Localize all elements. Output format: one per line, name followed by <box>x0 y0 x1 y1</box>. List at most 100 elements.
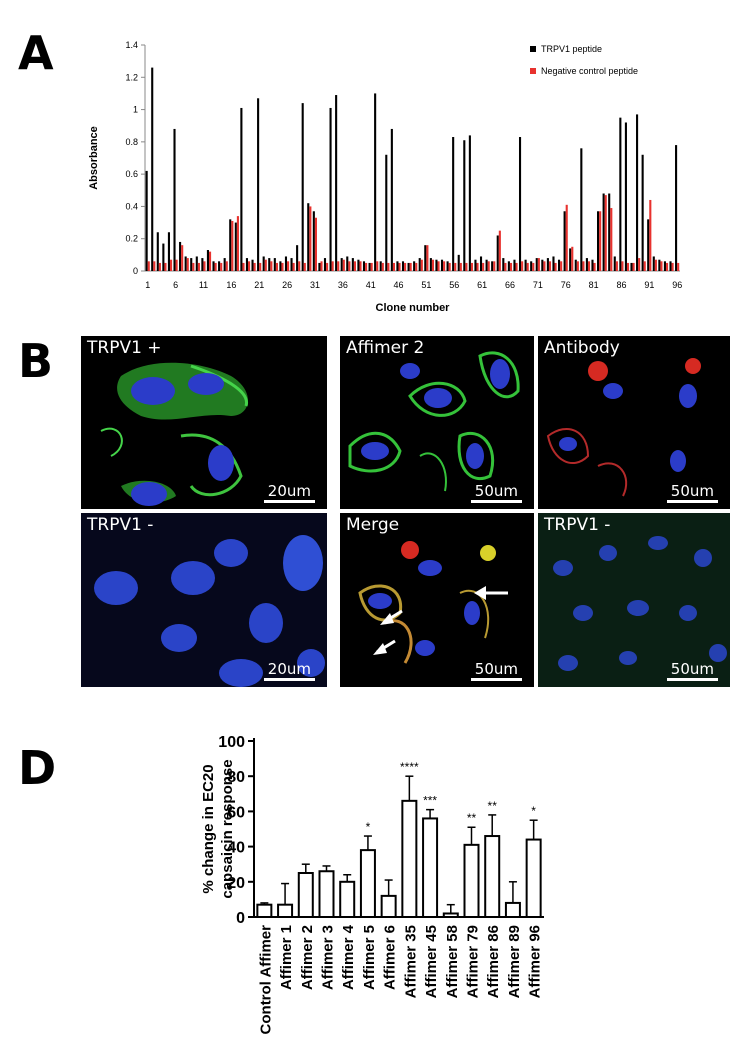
bar-negative-clone-16 <box>231 220 234 271</box>
bar-negative-clone-18 <box>242 262 245 271</box>
bar-negative-clone-44 <box>387 262 390 271</box>
y-tick-label: 100 <box>218 734 245 751</box>
bar-negative-clone-33 <box>326 262 329 271</box>
bar-negative-clone-53 <box>437 261 440 271</box>
bar-trpv1-clone-28 <box>296 245 299 271</box>
bar-affimer-2 <box>297 872 314 918</box>
bar-trpv1-clone-9 <box>190 258 193 271</box>
bar-negative-clone-19 <box>248 261 251 271</box>
cell-image-trpv1-positive <box>100 362 248 506</box>
bar-negative-clone-72 <box>543 261 546 271</box>
bar-trpv1-clone-72 <box>541 259 544 271</box>
bar-negative-clone-5 <box>169 259 173 271</box>
bar-trpv1-clone-71 <box>535 258 538 271</box>
bar-affimer-3 <box>318 870 335 918</box>
x-tick-label: 11 <box>199 280 208 290</box>
bar-negative-clone-1 <box>147 261 150 271</box>
bar-trpv1-clone-86 <box>619 117 622 272</box>
bar-trpv1-clone-21 <box>257 98 260 272</box>
bar-trpv1-clone-36 <box>340 258 343 271</box>
bar-negative-clone-37 <box>348 261 351 271</box>
bar-negative-clone-75 <box>560 261 563 271</box>
bar-negative-clone-67 <box>515 262 518 271</box>
x-tick-label: Affimer 58 <box>444 925 461 998</box>
y-axis-label: Absorbance <box>88 126 100 190</box>
bar-negative-clone-21 <box>259 262 262 271</box>
bar-trpv1-clone-44 <box>385 154 388 271</box>
label-merge: Merge <box>346 515 400 535</box>
significance-marker: * <box>366 820 371 834</box>
cell-image-affimer-2 <box>348 351 520 492</box>
bar-negative-clone-10 <box>197 262 200 271</box>
bar-trpv1-clone-57 <box>457 254 460 271</box>
bar-trpv1-clone-47 <box>401 261 405 271</box>
label-trpv1-positive: TRPV1 + <box>87 338 162 358</box>
bar-trpv1-clone-64 <box>496 235 499 271</box>
bar-trpv1-clone-79 <box>580 148 583 271</box>
bar-trpv1-clone-13 <box>212 261 215 271</box>
bar-negative-clone-6 <box>175 259 178 271</box>
bar-trpv1-clone-65 <box>502 258 505 271</box>
bar-trpv1-clone-78 <box>574 259 577 271</box>
bar-trpv1-clone-16 <box>229 219 232 271</box>
panel-letter-a: A <box>18 26 54 80</box>
bar-trpv1-clone-15 <box>223 258 226 271</box>
bar-negative-clone-12 <box>209 251 212 271</box>
bar-negative-clone-29 <box>303 262 306 271</box>
bar-negative-clone-48 <box>409 262 412 271</box>
scale-bar-affimer-2: 50um <box>470 484 522 503</box>
bar-negative-clone-56 <box>454 262 457 271</box>
bar-negative-clone-52 <box>431 259 435 271</box>
x-tick-label: Affimer 3 <box>320 925 337 990</box>
bar-trpv1-clone-32 <box>318 262 321 271</box>
bar-negative-clone-42 <box>376 261 379 271</box>
bar-negative-clone-63 <box>493 261 496 271</box>
micrograph-trpv1-positive: TRPV1 + 20um <box>80 335 328 510</box>
bar-negative-clone-27 <box>292 262 295 271</box>
bar-negative-clone-76 <box>565 204 568 271</box>
bar-negative-clone-22 <box>264 259 267 271</box>
bar-negative-clone-86 <box>621 261 624 271</box>
bar-negative-clone-70 <box>532 262 535 271</box>
bar-negative-clone-88 <box>632 262 635 271</box>
bar-affimer-86 <box>484 835 501 918</box>
bar-negative-clone-34 <box>331 261 334 271</box>
bar-trpv1-clone-24 <box>273 258 276 271</box>
bar-trpv1-clone-31 <box>312 211 315 271</box>
bar-trpv1-clone-50 <box>418 258 421 271</box>
bar-negative-clone-9 <box>192 262 195 271</box>
bar-negative-clone-39 <box>359 261 362 271</box>
bar-negative-clone-61 <box>482 262 485 271</box>
bar-negative-clone-47 <box>404 262 407 271</box>
y-axis-label-line-2: capsaicin response <box>219 759 236 898</box>
bar-trpv1-clone-95 <box>669 261 672 271</box>
bar-affimer-4 <box>339 880 356 918</box>
bar-negative-clone-93 <box>660 261 663 271</box>
bar-negative-clone-77 <box>571 246 574 271</box>
bar-trpv1-clone-30 <box>307 203 310 271</box>
bar-negative-clone-11 <box>203 261 206 271</box>
bar-negative-clone-89 <box>638 258 641 271</box>
bar-negative-clone-31 <box>314 217 317 271</box>
y-tick-label: 0 <box>236 910 245 927</box>
bar-trpv1-clone-62 <box>485 259 488 271</box>
bar-negative-clone-2 <box>153 261 156 271</box>
y-tick-label: 0.6 <box>125 169 138 179</box>
bar-trpv1-clone-3 <box>156 232 159 271</box>
bar-negative-clone-35 <box>337 261 340 271</box>
bar-negative-clone-13 <box>214 262 217 271</box>
x-axis-label: Clone number <box>376 302 451 314</box>
bar-negative-clone-46 <box>398 262 401 271</box>
bar-trpv1-clone-46 <box>396 261 399 271</box>
x-tick-label: 31 <box>310 280 320 290</box>
bar-trpv1-clone-20 <box>251 259 254 271</box>
bar-negative-clone-40 <box>365 262 368 271</box>
bar-trpv1-clone-55 <box>446 261 449 271</box>
x-tick-label: 66 <box>505 280 515 290</box>
bar-negative-clone-50 <box>420 259 423 271</box>
bar-negative-clone-49 <box>415 262 418 271</box>
bar-trpv1-clone-63 <box>491 261 494 271</box>
x-tick-label: Affimer 1 <box>278 925 295 990</box>
bar-negative-clone-78 <box>576 261 579 271</box>
bar-negative-clone-43 <box>381 262 384 271</box>
